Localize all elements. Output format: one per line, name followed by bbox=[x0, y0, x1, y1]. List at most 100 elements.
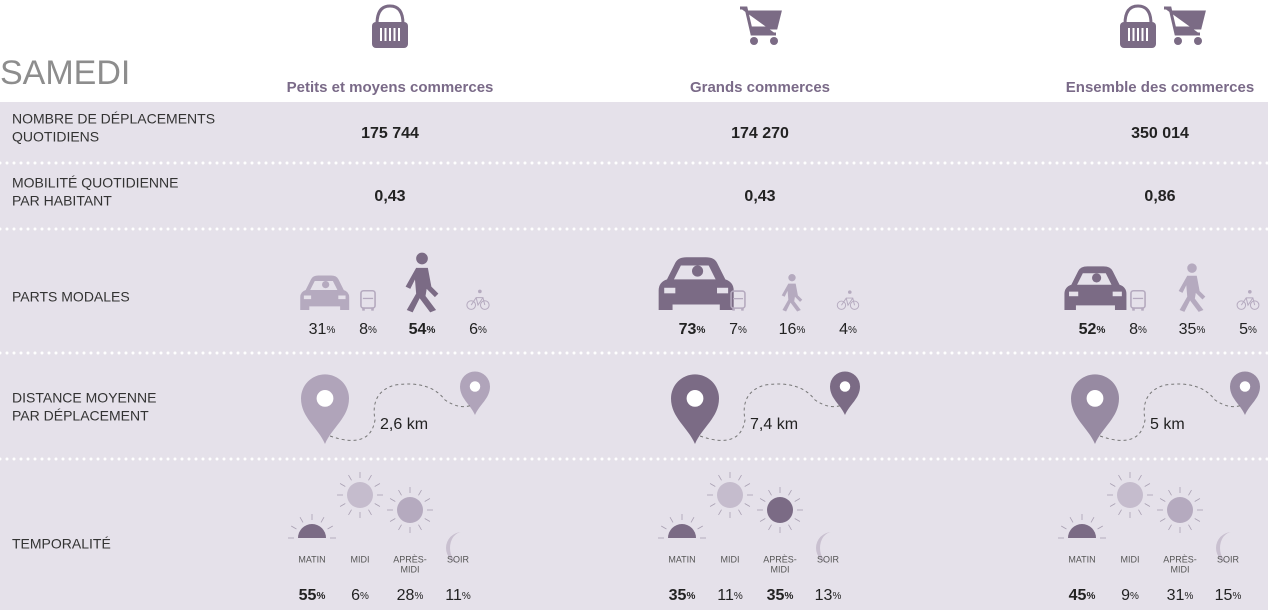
basket-slot bbox=[1141, 28, 1144, 41]
percent: 35% bbox=[669, 587, 696, 604]
sun-ray bbox=[794, 518, 801, 522]
percent-unit: % bbox=[414, 591, 423, 602]
sun-ray bbox=[389, 518, 396, 522]
title: SAMEDI bbox=[0, 54, 130, 92]
percent: 9% bbox=[1121, 587, 1139, 604]
cart-body bbox=[740, 6, 782, 36]
moon bbox=[446, 532, 462, 564]
percent-value: 73 bbox=[679, 321, 697, 338]
cart-body bbox=[1164, 6, 1206, 36]
percent-value: 11 bbox=[445, 587, 462, 604]
pin-shape bbox=[1230, 371, 1260, 415]
sun-ray bbox=[368, 509, 372, 516]
bike-wheel bbox=[479, 300, 490, 310]
percent-value: 13 bbox=[815, 587, 833, 604]
car-driver bbox=[1092, 273, 1102, 283]
percent-value: 8 bbox=[359, 321, 368, 338]
route bbox=[1099, 383, 1243, 441]
percent-unit: % bbox=[1086, 591, 1095, 602]
percent: 11% bbox=[717, 587, 743, 604]
basket-slot bbox=[380, 28, 382, 41]
percent-value: 55 bbox=[299, 587, 317, 604]
pin-hole bbox=[839, 381, 851, 392]
sun-ray bbox=[1109, 483, 1116, 487]
time-icon bbox=[288, 514, 336, 539]
car-light bbox=[338, 295, 346, 300]
pin-hole bbox=[469, 381, 481, 392]
route bbox=[329, 383, 473, 441]
sun-ray bbox=[424, 518, 431, 522]
row-label: MOBILITÉ QUOTIDIENNE bbox=[12, 175, 178, 191]
distance: 5 km bbox=[1150, 416, 1185, 433]
sun-ray bbox=[709, 483, 716, 487]
sun-ray bbox=[348, 474, 352, 481]
sun-ray bbox=[794, 498, 801, 502]
percent-value: 31 bbox=[1167, 587, 1185, 604]
sun-ray bbox=[738, 474, 742, 481]
bus-wheel bbox=[1132, 307, 1135, 311]
sun-ray bbox=[374, 483, 381, 487]
pin-hole bbox=[1239, 381, 1251, 392]
percent: 11% bbox=[445, 587, 471, 604]
trips: 174 270 bbox=[731, 125, 789, 142]
mobility: 0,43 bbox=[374, 188, 405, 205]
bus-wheel bbox=[741, 307, 744, 311]
pin-shape bbox=[671, 374, 719, 444]
sun-ray bbox=[320, 517, 325, 523]
time-icon bbox=[1216, 532, 1232, 564]
sun-ray bbox=[1138, 509, 1142, 516]
sun-ray bbox=[759, 518, 766, 522]
row-label: QUOTIDIENS bbox=[12, 129, 99, 145]
pin bbox=[460, 371, 490, 415]
cart-wheel bbox=[770, 37, 778, 45]
pin bbox=[301, 374, 349, 444]
sun-ray bbox=[1138, 474, 1142, 481]
bus-wheel bbox=[1141, 307, 1144, 311]
sun-ray bbox=[709, 503, 716, 507]
pin-shape bbox=[1071, 374, 1119, 444]
percent-unit: % bbox=[426, 325, 435, 336]
distance: 2,6 km bbox=[380, 416, 428, 433]
percent: 55% bbox=[299, 587, 326, 604]
percent: 6% bbox=[351, 587, 369, 604]
sun-ray bbox=[1109, 503, 1116, 507]
time-label: SOIR bbox=[1217, 554, 1240, 564]
mode-icon bbox=[300, 275, 350, 310]
sun bbox=[1167, 497, 1193, 523]
cart-wheel bbox=[750, 37, 758, 45]
percent-unit: % bbox=[478, 325, 487, 336]
sun-ray bbox=[374, 503, 381, 507]
distance: 7,4 km bbox=[750, 416, 798, 433]
percent-unit: % bbox=[738, 325, 747, 336]
bike-frame bbox=[470, 297, 486, 307]
sun-ray bbox=[744, 503, 751, 507]
basket-slot bbox=[1128, 28, 1130, 41]
percent: 31% bbox=[1167, 587, 1194, 604]
walker-head bbox=[1187, 263, 1197, 273]
sun-ray bbox=[759, 498, 766, 502]
walker bbox=[405, 267, 439, 313]
sun-ray bbox=[1144, 483, 1151, 487]
pin-hole bbox=[316, 390, 334, 407]
sun-ray bbox=[418, 489, 422, 496]
sun bbox=[397, 497, 423, 523]
bus-wheel bbox=[732, 307, 735, 311]
row-label: PAR HABITANT bbox=[12, 193, 112, 209]
car-driver bbox=[692, 265, 704, 277]
mode-icon bbox=[466, 289, 490, 310]
percent-unit: % bbox=[1096, 325, 1105, 336]
time-icon bbox=[757, 487, 803, 533]
mode-icon bbox=[405, 252, 439, 313]
percent: 35% bbox=[767, 587, 794, 604]
percent-value: 35 bbox=[1179, 321, 1197, 338]
bike-frame bbox=[841, 297, 856, 307]
mode-icon bbox=[781, 274, 803, 312]
sun-ray bbox=[389, 498, 396, 502]
percent: 52% bbox=[1079, 321, 1106, 338]
percent-unit: % bbox=[734, 591, 743, 602]
sun-ray bbox=[1188, 524, 1192, 531]
car-light bbox=[303, 295, 312, 300]
column-header: Grands commerces bbox=[690, 79, 830, 96]
percent-value: 6 bbox=[469, 321, 478, 338]
